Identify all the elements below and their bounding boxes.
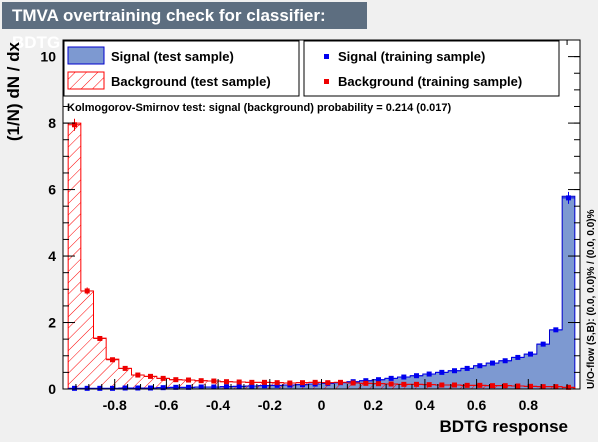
background-training-point — [211, 379, 216, 384]
background-training-point — [287, 381, 292, 386]
background-training-point — [515, 384, 520, 389]
background-training-point — [363, 381, 368, 386]
background-training-point — [186, 378, 191, 383]
signal-training-point — [439, 370, 444, 375]
x-tick-label: 0.2 — [363, 397, 383, 413]
background-training-point — [490, 383, 495, 388]
signal-training-point — [135, 386, 140, 391]
background-training-point — [427, 382, 432, 387]
background-training-point — [401, 382, 406, 387]
background-training-point — [465, 383, 470, 388]
signal-training-point — [414, 373, 419, 378]
background-training-point — [161, 376, 166, 381]
overflow-label: U/O-flow (S,B): (0.0, 0.0)% / (0.0, 0.0)… — [586, 209, 597, 389]
background-training-point — [338, 380, 343, 385]
background-training-point — [325, 380, 330, 385]
legend: Signal (test sample) Background (test sam… — [64, 41, 559, 96]
background-training-point — [123, 366, 128, 371]
signal-training-point — [515, 355, 520, 360]
y-tick-label: 8 — [48, 115, 56, 131]
background-training-point — [110, 357, 115, 362]
signal-training-point — [566, 195, 571, 200]
y-tick-label: 0 — [48, 381, 56, 397]
x-tick-label: 0.8 — [519, 397, 539, 413]
background-training-point — [97, 336, 102, 341]
x-tick-label: -0.6 — [154, 397, 178, 413]
x-tick-label: 0.4 — [415, 397, 435, 413]
signal-training-point — [503, 358, 508, 363]
y-axis-label: (1/N) dN / dx — [4, 41, 23, 141]
background-training-point — [376, 381, 381, 386]
background-training-point — [199, 378, 204, 383]
signal-training-point — [123, 386, 128, 391]
legend-label-signal-training: Signal (training sample) — [338, 49, 485, 64]
background-training-point — [85, 288, 90, 293]
signal-training-point — [465, 366, 470, 371]
legend-label-background-training: Background (training sample) — [338, 74, 522, 89]
y-tick-label: 10 — [40, 49, 56, 65]
signal-training-point — [401, 375, 406, 380]
legend-label-signal-test: Signal (test sample) — [111, 49, 234, 64]
background-training-point — [237, 380, 242, 385]
signal-training-point — [427, 372, 432, 377]
signal-training-point — [490, 361, 495, 366]
background-training-point — [477, 383, 482, 388]
background-training-point — [313, 380, 318, 385]
signal-training-point — [224, 384, 229, 389]
background-training-point — [414, 382, 419, 387]
background-training-point — [439, 383, 444, 388]
legend-swatch-background-test — [68, 72, 104, 89]
background-training-point — [389, 382, 394, 387]
signal-training-point — [477, 363, 482, 368]
signal-training-point — [541, 342, 546, 347]
signal-training-point — [237, 384, 242, 389]
y-tick-label: 4 — [48, 248, 56, 264]
background-training-point — [249, 380, 254, 385]
legend-marker-background-training — [324, 79, 329, 84]
signal-training-point — [389, 376, 394, 381]
signal-training-point — [452, 368, 457, 373]
background-training-point — [300, 380, 305, 385]
signal-training-point — [553, 327, 558, 332]
background-training-point — [224, 379, 229, 384]
background-training-point — [262, 380, 267, 385]
y-tick-label: 2 — [48, 315, 56, 331]
x-tick-label: -0.8 — [103, 397, 127, 413]
background-training-point — [452, 383, 457, 388]
x-tick-label: 0 — [318, 397, 326, 413]
background-training-point — [173, 377, 178, 382]
background-training-point — [351, 381, 356, 386]
x-axis-label: BDTG response — [440, 417, 568, 436]
legend-marker-signal-training — [324, 54, 329, 59]
y-tick-label: 6 — [48, 182, 56, 198]
legend-label-background-test: Background (test sample) — [111, 74, 271, 89]
signal-training-point — [528, 352, 533, 357]
ks-test-annotation: Kolmogorov-Smirnov test: signal (backgro… — [67, 102, 451, 114]
x-tick-label: 0.6 — [467, 397, 487, 413]
background-training-point — [135, 373, 140, 378]
background-training-point — [275, 380, 280, 385]
legend-swatch-signal-test — [68, 47, 104, 64]
signal-training-point — [148, 386, 153, 391]
x-tick-label: -0.4 — [206, 397, 230, 413]
background-training-point — [148, 374, 153, 379]
background-training-point — [503, 383, 508, 388]
x-tick-label: -0.2 — [258, 397, 282, 413]
